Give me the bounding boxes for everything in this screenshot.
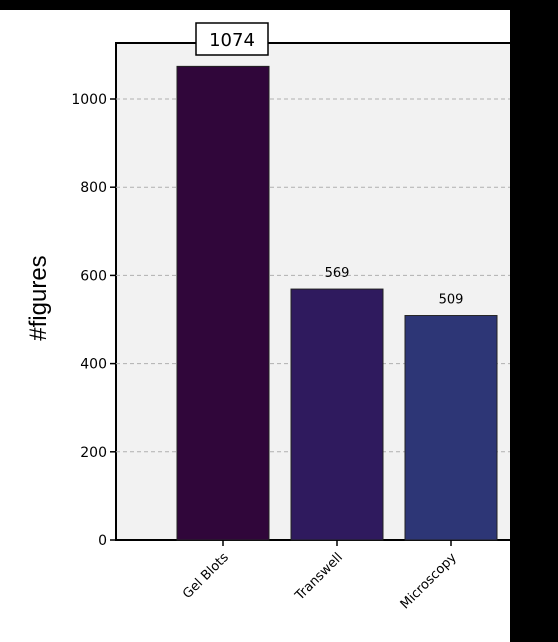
x-tick-label: Gel Blots xyxy=(180,550,232,602)
y-tick-label: 1000 xyxy=(71,92,107,108)
right-border xyxy=(510,0,558,642)
value-label-box xyxy=(195,22,269,56)
x-tick-label: Transwell xyxy=(292,550,346,604)
value-label: 1074 xyxy=(209,30,255,51)
y-axis-label: #figures xyxy=(25,255,52,340)
y-axis-ticks: 0 200 400 600 800 1000 xyxy=(71,92,116,549)
y-tick-label: 600 xyxy=(80,268,107,284)
top-border xyxy=(0,0,558,10)
bar-transwell xyxy=(290,288,384,541)
y-tick-label: 400 xyxy=(80,357,107,373)
value-label: 509 xyxy=(439,293,464,308)
value-labels: 1074 569 509 xyxy=(195,22,464,308)
bar-microscopy xyxy=(404,315,498,541)
y-tick-label: 800 xyxy=(80,180,107,196)
x-axis-ticks: Gel Blots Transwell Microscopy xyxy=(180,540,460,612)
y-tick-label: 0 xyxy=(98,533,107,549)
value-label: 569 xyxy=(325,266,350,281)
y-tick-label: 200 xyxy=(80,445,107,461)
bars xyxy=(176,65,498,541)
bar-gel-blots xyxy=(176,65,270,541)
x-tick-label: Microscopy xyxy=(398,550,460,612)
